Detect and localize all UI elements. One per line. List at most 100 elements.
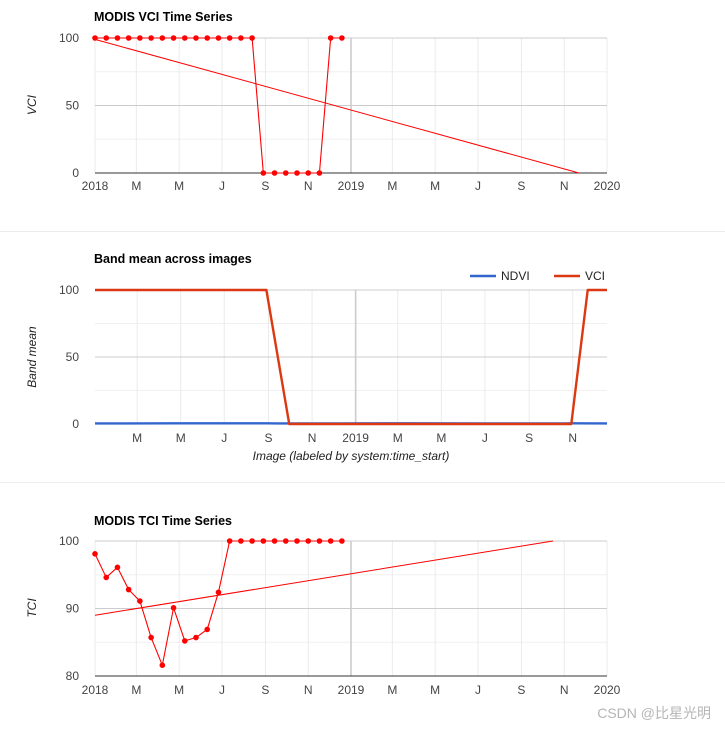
data-point (160, 662, 166, 668)
data-point (193, 35, 199, 41)
data-point (227, 538, 233, 544)
x-tick-label: M (174, 179, 184, 193)
x-tick-label: J (221, 431, 227, 445)
x-tick-label: M (387, 179, 397, 193)
chart-title: MODIS VCI Time Series (94, 10, 233, 24)
x-tick-label: J (482, 431, 488, 445)
y-tick-label: 50 (66, 350, 80, 364)
x-tick-label: N (304, 683, 313, 697)
data-point (182, 638, 188, 644)
x-tick-label: M (393, 431, 403, 445)
y-tick-label: 0 (72, 166, 79, 180)
data-point (328, 538, 334, 544)
x-axis-label: Image (labeled by system:time_start) (253, 449, 450, 463)
x-tick-label: 2019 (338, 683, 365, 697)
y-tick-label: 90 (66, 602, 80, 616)
data-point (103, 35, 109, 41)
data-point (227, 35, 233, 41)
watermark: CSDN @比星光明 (597, 703, 711, 723)
data-point (294, 538, 300, 544)
x-tick-label: M (387, 683, 397, 697)
data-point (126, 35, 132, 41)
data-point (137, 598, 143, 604)
x-tick-label: M (131, 683, 141, 697)
x-tick-label: J (219, 179, 225, 193)
x-tick-label: 2019 (338, 179, 365, 193)
data-point (193, 635, 199, 641)
series-line-0 (95, 541, 342, 665)
x-tick-label: M (132, 431, 142, 445)
x-tick-label: S (261, 683, 269, 697)
x-tick-label: J (475, 179, 481, 193)
y-axis-label: Band mean (25, 326, 39, 388)
x-tick-label: S (525, 431, 533, 445)
data-point (238, 35, 244, 41)
data-point (204, 627, 210, 633)
data-point (283, 538, 289, 544)
tci-chart-panel: MODIS TCI Time Series 80 90 100 2018 M M J S N 201… (0, 502, 725, 733)
x-tick-label: N (568, 431, 577, 445)
data-point (339, 35, 345, 41)
chart-title: MODIS TCI Time Series (94, 514, 232, 528)
data-point (272, 170, 278, 176)
x-tick-label: S (517, 683, 525, 697)
y-axis-label: TCI (25, 598, 39, 618)
panel-separator (0, 231, 725, 232)
data-point (272, 538, 278, 544)
data-point (317, 170, 323, 176)
data-point (283, 170, 289, 176)
data-point (92, 551, 98, 557)
data-point (261, 538, 267, 544)
y-tick-label: 50 (66, 99, 80, 113)
y-tick-label: 0 (72, 417, 79, 431)
data-point (204, 35, 210, 41)
x-tick-label: M (174, 683, 184, 697)
chart-title: Band mean across images (94, 252, 252, 266)
data-point (148, 635, 154, 641)
x-tick-label: S (265, 431, 273, 445)
data-point (261, 170, 267, 176)
data-point (115, 565, 121, 571)
trend-line (95, 541, 553, 615)
legend-label: NDVI (501, 269, 530, 283)
data-point (305, 170, 311, 176)
x-tick-label: 2019 (342, 431, 369, 445)
trend-line (95, 39, 579, 173)
data-point (137, 35, 143, 41)
x-tick-label: N (560, 179, 569, 193)
data-point (216, 35, 222, 41)
y-tick-label: 100 (59, 283, 79, 297)
x-tick-label: 2018 (82, 683, 109, 697)
legend-label: VCI (585, 269, 605, 283)
chart-2-svg: MODIS TCI Time Series 80 90 100 2018 M M J S N 201… (0, 502, 725, 733)
x-tick-label: M (436, 431, 446, 445)
x-tick-label: 2018 (82, 179, 109, 193)
x-tick-label: M (131, 179, 141, 193)
data-point (160, 35, 166, 41)
data-point (294, 170, 300, 176)
x-tick-label: N (304, 179, 313, 193)
data-point (317, 538, 323, 544)
y-tick-label: 100 (59, 534, 79, 548)
data-point (103, 575, 109, 581)
data-point (148, 35, 154, 41)
y-tick-label: 80 (66, 669, 80, 683)
data-point (171, 605, 177, 611)
panel-separator (0, 482, 725, 483)
data-point (339, 538, 345, 544)
data-point (249, 538, 255, 544)
x-tick-label: 2020 (594, 683, 621, 697)
x-tick-label: J (219, 683, 225, 697)
x-tick-label: M (430, 179, 440, 193)
x-tick-label: N (308, 431, 317, 445)
data-point (115, 35, 121, 41)
data-point (238, 538, 244, 544)
x-tick-label: S (517, 179, 525, 193)
x-tick-label: 2020 (594, 179, 621, 193)
x-tick-label: S (261, 179, 269, 193)
x-tick-label: N (560, 683, 569, 697)
